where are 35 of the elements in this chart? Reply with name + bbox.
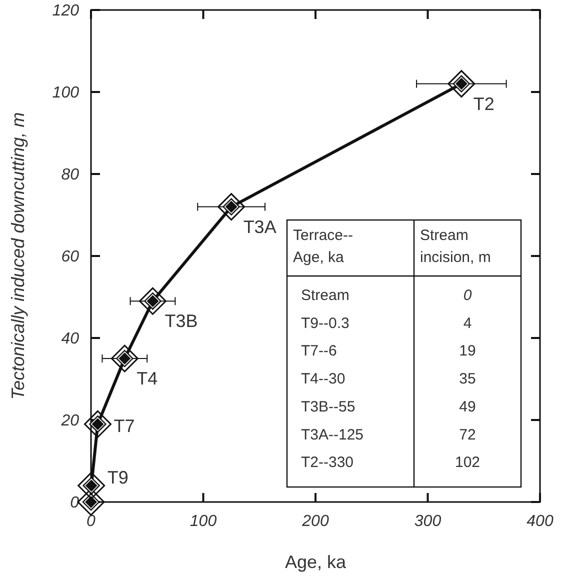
- annotation: T2--330: [301, 454, 354, 472]
- y-tick-label: 100: [52, 84, 80, 102]
- annotation: T2: [473, 94, 494, 114]
- annotation: 102: [454, 454, 480, 472]
- x-tick-label: 400: [526, 513, 554, 530]
- annotation: T3A: [243, 216, 276, 237]
- annotation: T3B--55: [301, 398, 356, 416]
- x-tick-label: 100: [190, 513, 217, 530]
- annotation: 72: [459, 426, 476, 444]
- y-tick-label: 80: [61, 166, 80, 184]
- annotation: 4: [463, 314, 472, 332]
- y-tick-label: 60: [61, 248, 80, 266]
- annotation: 49: [459, 398, 476, 416]
- x-tick-label: 300: [414, 513, 442, 530]
- y-tick-label: 40: [61, 330, 80, 348]
- annotation: T7--6: [301, 342, 337, 360]
- annotation: 35: [459, 370, 476, 388]
- annotation: Terrace-- Age, ka: [293, 227, 354, 266]
- x-tick-label: 0: [86, 513, 96, 530]
- annotation: T4: [136, 368, 158, 388]
- y-axis-title: Tectonically induced downcutting, m: [8, 112, 28, 400]
- annotation: Stream: [301, 287, 350, 304]
- annotation: T9--0.3: [301, 314, 350, 332]
- annotation: T3A--125: [301, 426, 364, 444]
- annotation: T3B: [164, 311, 198, 332]
- x-axis-title: Age, ka: [284, 552, 348, 572]
- annotation: 19: [459, 342, 476, 360]
- annotation: T4--30: [301, 370, 346, 388]
- x-tick-label: 200: [301, 513, 329, 530]
- annotation: T9: [107, 468, 128, 488]
- annotation: Stream incision, m: [420, 227, 491, 266]
- annotation: T7: [114, 416, 135, 436]
- y-tick-label: 120: [52, 2, 80, 20]
- y-tick-label: 20: [60, 412, 80, 430]
- annotation: 0: [463, 287, 472, 304]
